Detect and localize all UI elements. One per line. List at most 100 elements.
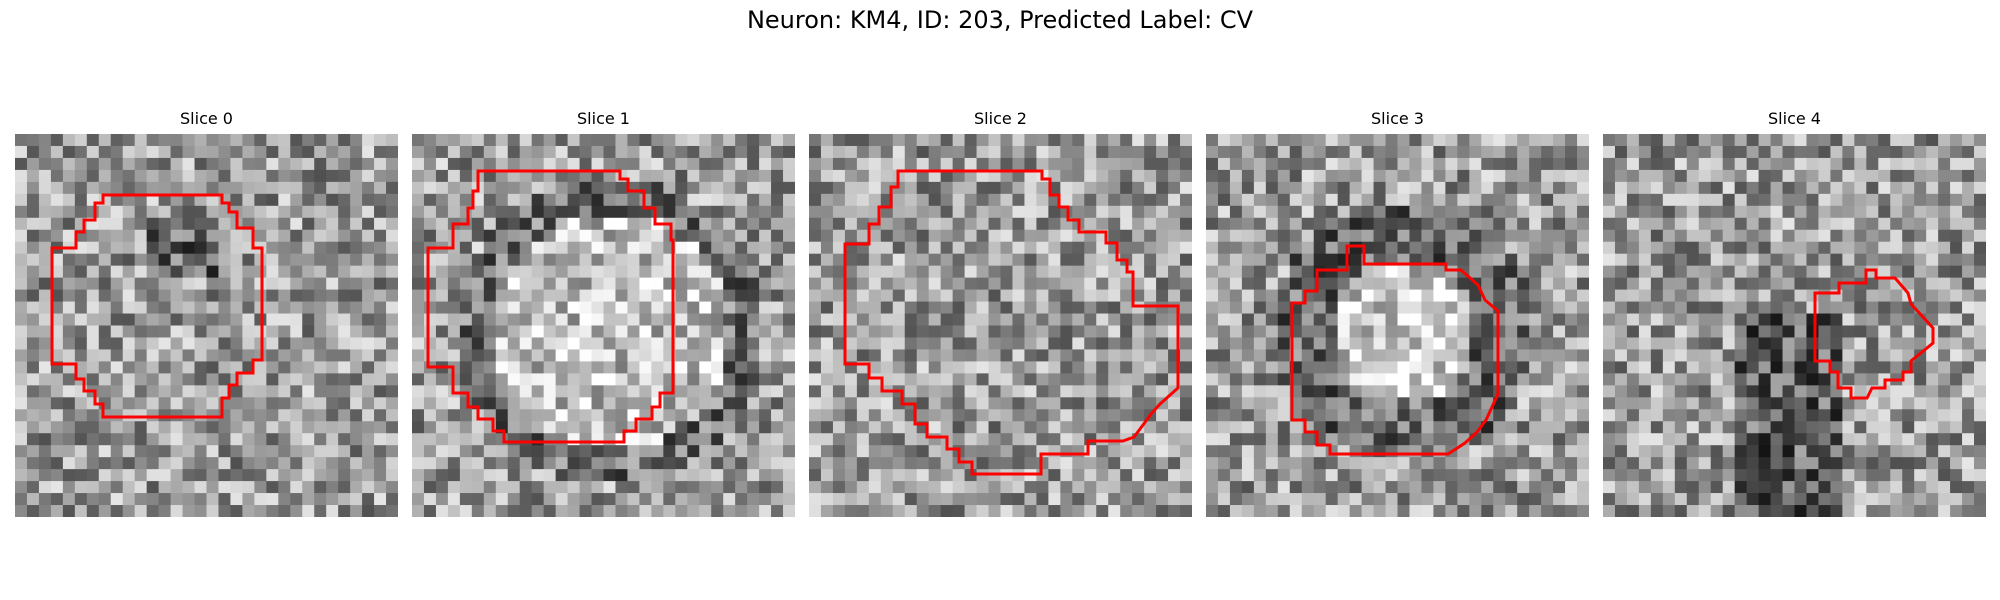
pixel	[326, 445, 339, 458]
pixel	[15, 337, 28, 350]
pixel	[952, 481, 966, 494]
pixel	[326, 229, 339, 243]
pixel	[158, 289, 172, 303]
pixel	[1301, 397, 1315, 410]
pixel	[711, 409, 724, 422]
pixel	[459, 409, 473, 422]
pixel	[1180, 313, 1192, 326]
pixel	[1289, 217, 1303, 231]
pixel	[459, 313, 473, 326]
pixel	[122, 337, 136, 350]
pixel	[519, 181, 533, 195]
pixel	[844, 145, 858, 159]
pixel	[386, 385, 398, 398]
pixel	[218, 481, 231, 494]
pixel	[1577, 241, 1589, 255]
pixel	[374, 421, 387, 434]
pixel	[507, 409, 521, 422]
pixel	[1072, 277, 1085, 291]
pixel	[50, 217, 64, 231]
pixel	[1626, 145, 1640, 159]
pixel	[615, 313, 628, 326]
pixel	[50, 313, 64, 326]
pixel	[1866, 229, 1879, 243]
pixel	[122, 385, 136, 398]
pixel	[314, 397, 327, 410]
pixel	[687, 397, 700, 410]
pixel	[362, 349, 375, 362]
pixel	[531, 481, 545, 494]
pixel	[1206, 457, 1219, 470]
pixel	[1024, 277, 1037, 291]
pixel	[1373, 145, 1387, 159]
pixel	[435, 445, 449, 458]
pixel	[110, 337, 124, 350]
pixel	[1012, 325, 1025, 338]
pixel	[50, 265, 64, 279]
pixel	[759, 253, 772, 267]
pixel	[38, 241, 52, 255]
slice-title: Slice 0	[180, 109, 233, 128]
pixel	[1577, 217, 1589, 231]
pixel	[1626, 157, 1640, 171]
pixel	[1048, 205, 1061, 219]
pixel	[1096, 349, 1109, 362]
pixel	[26, 505, 40, 517]
pixel	[531, 205, 545, 219]
pixel	[1156, 481, 1169, 494]
pixel	[1132, 277, 1145, 291]
pixel	[579, 134, 593, 147]
pixel	[278, 265, 291, 279]
pixel	[1553, 134, 1566, 147]
pixel	[1277, 217, 1291, 231]
pixel	[15, 265, 28, 279]
pixel	[1108, 134, 1121, 147]
pixel	[1229, 229, 1243, 243]
pixel	[1024, 373, 1037, 386]
pixel	[374, 193, 387, 207]
pixel	[1469, 361, 1482, 374]
pixel	[1217, 397, 1231, 410]
pixel	[916, 253, 930, 267]
pixel	[1132, 337, 1145, 350]
pixel	[1553, 361, 1566, 374]
pixel	[1349, 385, 1363, 398]
pixel	[1325, 277, 1339, 291]
pixel	[1301, 145, 1315, 159]
pixel	[218, 361, 231, 374]
pixel	[1445, 313, 1458, 326]
microscopy-slice-image	[412, 134, 795, 517]
pixel	[615, 481, 628, 494]
pixel	[1433, 277, 1446, 291]
pixel	[1469, 457, 1482, 470]
pixel	[1241, 505, 1255, 517]
pixel	[1217, 325, 1231, 338]
pixel	[206, 145, 219, 159]
pixel	[988, 289, 1001, 303]
pixel	[1830, 193, 1843, 207]
pixel	[1289, 469, 1303, 482]
pixel	[423, 445, 437, 458]
pixel	[809, 505, 822, 517]
pixel	[1385, 145, 1398, 159]
pixel	[326, 253, 339, 267]
pixel	[278, 313, 291, 326]
pixel	[1541, 469, 1554, 482]
pixel	[904, 169, 918, 183]
pixel	[759, 433, 772, 446]
pixel	[1048, 481, 1061, 494]
pixel	[1445, 229, 1458, 243]
pixel	[1144, 253, 1157, 267]
pixel	[1289, 241, 1303, 255]
pixel	[1481, 505, 1494, 517]
pixel	[1325, 289, 1339, 303]
pixel	[711, 134, 724, 147]
pixel	[98, 433, 112, 446]
pixel	[964, 445, 978, 458]
pixel	[1301, 157, 1315, 171]
pixel	[555, 337, 569, 350]
pixel	[338, 313, 351, 326]
pixel	[1301, 301, 1315, 315]
pixel	[1036, 193, 1049, 207]
pixel	[206, 169, 219, 183]
